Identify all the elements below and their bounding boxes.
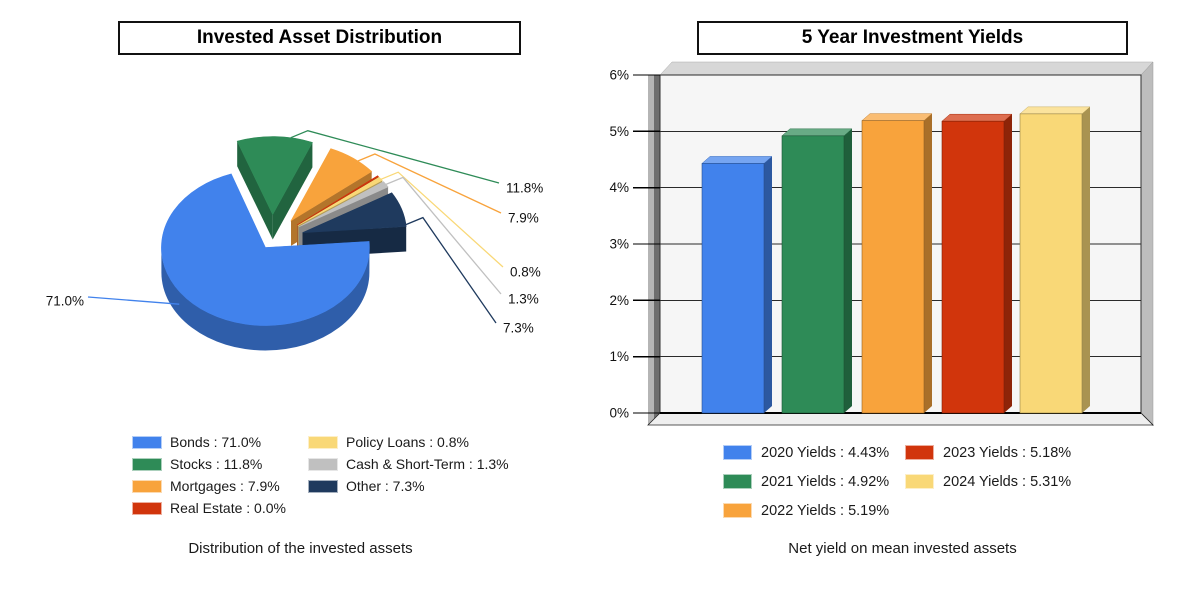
legend-label: Real Estate : 0.0%: [170, 500, 286, 516]
y-axis-labels: 0% 1% 2% 3% 4% 5% 6%: [609, 68, 629, 421]
pie-callout-line: [290, 130, 500, 184]
pie-slice: [161, 173, 370, 351]
pie-chart-caption: Distribution of the invested assets: [188, 540, 413, 557]
bar-chart-title: 5 Year Investment Yields: [801, 27, 1024, 48]
legend-swatch-icon: [723, 474, 752, 489]
legend-label: 2023 Yields : 5.18%: [943, 444, 1072, 461]
legend-swatch-icon: [723, 445, 752, 460]
pie-callout-line: [380, 171, 504, 268]
legend-column: 2020 Yields : 4.43% 2021 Yields : 4.92% 20…: [723, 438, 889, 525]
legend-swatch-icon: [905, 445, 934, 460]
pie-callout-label: 7.3%: [503, 321, 534, 336]
y-axis-tick-label: 3%: [609, 237, 629, 252]
legend-item: 2021 Yields : 4.92%: [723, 467, 889, 496]
pie-callout-line: [357, 153, 502, 214]
bar: [781, 128, 853, 414]
legend-item: Real Estate : 0.0%: [132, 497, 286, 519]
bar-chart-panel: 5 Year Investment Yields 0% 1% 2% 3% 4% 5% 6% …: [602, 0, 1203, 598]
legend-item: 2024 Yields : 5.31%: [905, 467, 1071, 496]
bar: [701, 156, 773, 414]
pie-chart-panel: Invested Asset Distribution 71.0% 11.8% 7.…: [0, 0, 601, 598]
legend-item: Other : 7.3%: [308, 475, 509, 497]
pie-callout-label: 0.8%: [510, 265, 541, 280]
legend-label: 2021 Yields : 4.92%: [761, 473, 890, 490]
bar-chart-caption: Net yield on mean invested assets: [788, 540, 1017, 557]
bar: [861, 113, 933, 414]
legend-item: 2020 Yields : 4.43%: [723, 438, 889, 467]
legend-swatch-icon: [308, 457, 338, 471]
pie-callout-line: [87, 296, 180, 305]
pie-callout-label: 11.8%: [506, 181, 543, 196]
legend-swatch-icon: [308, 435, 338, 449]
legend-column: Bonds : 71.0% Stocks : 11.8% Mortgages : 7…: [132, 431, 286, 519]
legend-swatch-icon: [308, 479, 338, 493]
legend-swatch-icon: [132, 435, 162, 449]
pie-callout-line: [405, 216, 497, 324]
pie-chart-canvas: 71.0% 11.8% 7.9% 0.8% 1.3% 7.3%: [46, 130, 543, 351]
bar: [1019, 106, 1091, 414]
legend-item: Stocks : 11.8%: [132, 453, 286, 475]
legend-item: Policy Loans : 0.8%: [308, 431, 509, 453]
legend-swatch-icon: [132, 501, 162, 515]
legend-swatch-icon: [905, 474, 934, 489]
legend-item: 2022 Yields : 5.19%: [723, 496, 889, 525]
legend-label: 2024 Yields : 5.31%: [943, 473, 1072, 490]
legend-swatch-icon: [723, 503, 752, 518]
legend-label: Cash & Short-Term : 1.3%: [346, 456, 509, 472]
y-axis-tick-label: 6%: [609, 68, 629, 83]
legend-label: Bonds : 71.0%: [170, 434, 262, 450]
bar-chart-title-box: 5 Year Investment Yields: [697, 21, 1128, 55]
pie-callout-label: 7.9%: [508, 211, 539, 226]
legend-label: 2022 Yields : 5.19%: [761, 502, 890, 519]
pie-slice: [236, 136, 313, 240]
pie-callout-label: 71.0%: [46, 294, 84, 309]
legend-swatch-icon: [132, 479, 162, 493]
y-axis-tick-label: 2%: [609, 293, 629, 308]
legend-item: Bonds : 71.0%: [132, 431, 286, 453]
bar-chart-canvas: 0% 1% 2% 3% 4% 5% 6%: [609, 61, 1154, 427]
legend-label: Other : 7.3%: [346, 478, 425, 494]
pie-chart-title-box: Invested Asset Distribution: [118, 21, 521, 55]
legend-item: 2023 Yields : 5.18%: [905, 438, 1071, 467]
bar: [941, 113, 1013, 414]
legend-column: Policy Loans : 0.8% Cash & Short-Term : 1…: [308, 431, 509, 497]
legend-label: Mortgages : 7.9%: [170, 478, 280, 494]
y-axis-tick-label: 4%: [609, 180, 629, 195]
y-axis-tick-label: 5%: [609, 124, 629, 139]
legend-item: Cash & Short-Term : 1.3%: [308, 453, 509, 475]
y-axis-tick-label: 1%: [609, 349, 629, 364]
legend-item: Mortgages : 7.9%: [132, 475, 286, 497]
pie-callout-line: [385, 176, 502, 295]
legend-swatch-icon: [132, 457, 162, 471]
y-axis-tick-label: 0%: [609, 406, 629, 421]
pie-chart-title: Invested Asset Distribution: [196, 27, 443, 48]
legend-column: 2023 Yields : 5.18% 2024 Yields : 5.31%: [905, 438, 1071, 496]
pie-callout-label: 1.3%: [508, 292, 539, 307]
legend-label: Policy Loans : 0.8%: [346, 434, 469, 450]
legend-label: Stocks : 11.8%: [170, 456, 263, 472]
legend-label: 2020 Yields : 4.43%: [761, 444, 890, 461]
